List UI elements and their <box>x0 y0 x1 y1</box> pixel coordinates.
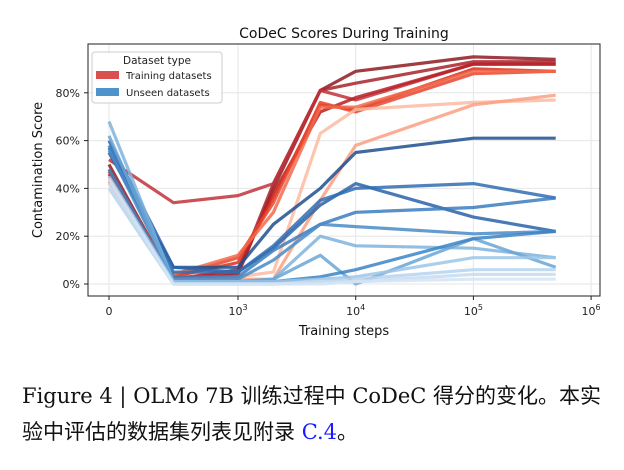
series-line-unseen-12 <box>107 144 556 279</box>
y-tick-label: 40% <box>56 182 80 195</box>
series-line-unseen-17 <box>107 175 556 284</box>
x-tick-exponent: 3 <box>242 303 247 312</box>
series-line-training-7 <box>107 98 556 281</box>
series-line-unseen-15 <box>107 135 557 286</box>
series-line-unseen-13 <box>107 149 556 281</box>
series-line-unseen-11 <box>107 147 556 274</box>
series-line-unseen-20 <box>107 177 556 286</box>
series-line-unseen-10 <box>107 139 556 274</box>
caption-label: Figure 4 | <box>22 384 134 408</box>
x-tick-label: 103 <box>228 303 247 318</box>
y-tick-label: 80% <box>56 87 80 100</box>
y-tick-label: 60% <box>56 135 80 148</box>
x-tick-exponent: 5 <box>478 303 483 312</box>
x-tick-label: 106 <box>582 303 601 318</box>
x-tick-label: 105 <box>464 303 483 318</box>
x-tick-label: 0 <box>106 305 113 318</box>
chart-title: CoDeC Scores During Training <box>239 26 449 42</box>
y-axis-label: Contamination Score <box>31 102 46 238</box>
legend-swatch-training <box>96 71 119 79</box>
x-tick-exponent: 4 <box>360 303 365 312</box>
caption-text: OLMo 7B 训练过程中 CoDeC 得分的变化。本实验中评估的数据集列表见附… <box>22 384 602 444</box>
plot-frame <box>87 43 601 297</box>
legend-label-training: Training datasets <box>125 71 212 82</box>
y-tick-label: 20% <box>56 230 80 243</box>
appendix-link[interactable]: C.4 <box>301 420 338 444</box>
legend-swatch-unseen <box>96 88 119 96</box>
legend-title: Dataset type <box>123 55 191 67</box>
y-tick-label: 0% <box>63 278 80 291</box>
x-tick-label: 104 <box>346 303 365 318</box>
x-axis-label: Training steps <box>298 324 390 339</box>
line-chart: CoDeC Scores During Training 0 103 104 105 1… <box>31 26 601 339</box>
legend-label-unseen: Unseen datasets <box>126 88 210 99</box>
caption-end: 。 <box>337 420 359 444</box>
legend: Dataset type Training datasets Unseen da… <box>91 51 223 104</box>
figure-caption: Figure 4 | OLMo 7B 训练过程中 CoDeC 得分的变化。本实验… <box>22 378 612 450</box>
x-tick-exponent: 6 <box>596 303 601 312</box>
